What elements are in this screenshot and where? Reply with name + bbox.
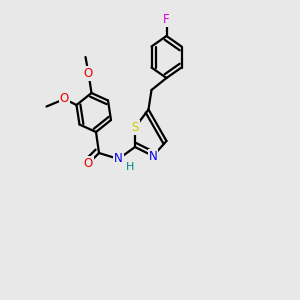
Text: O: O [84,157,93,170]
Text: F: F [163,13,170,26]
Text: H: H [126,161,135,172]
Text: N: N [114,152,123,166]
Text: S: S [131,121,139,134]
Text: N: N [148,149,158,163]
Text: O: O [84,67,93,80]
Text: O: O [60,92,69,106]
